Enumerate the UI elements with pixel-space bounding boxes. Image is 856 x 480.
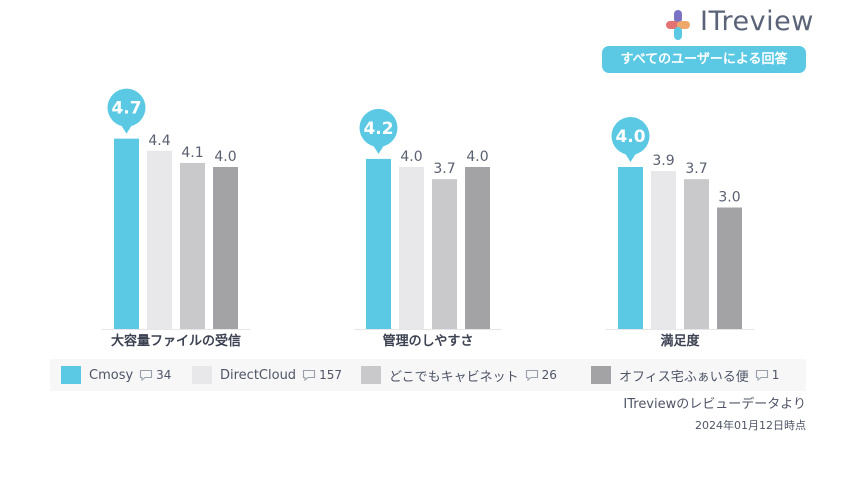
as-of-date: 2024年01月12日時点	[695, 419, 806, 432]
value-bubble-2	[611, 117, 650, 155]
bar-1-series-2	[432, 179, 457, 329]
value-bubble-1	[359, 108, 398, 147]
bar-0-cmosy	[114, 138, 139, 329]
speech-bubble-icon	[303, 369, 316, 381]
bar-2-directcloud	[651, 171, 676, 329]
value-label-1-series-3: 4.0	[466, 149, 488, 165]
review-count-value: 157	[319, 368, 342, 382]
value-label-0-directcloud: 4.4	[148, 133, 170, 149]
speech-bubble-icon	[525, 369, 538, 381]
review-count: 34	[139, 368, 171, 382]
value-label-0-series-3: 4.0	[214, 149, 236, 165]
bar-0-directcloud	[147, 150, 172, 329]
all-users-badge: すべてのユーザーによる回答	[602, 46, 806, 73]
legend-swatch	[591, 366, 611, 384]
legend-swatch	[192, 366, 212, 384]
category-label-0: 大容量ファイルの受信	[111, 333, 241, 349]
review-count-value: 26	[541, 368, 557, 382]
legend-label: どこでもキャビネット	[389, 369, 519, 385]
value-label-2-directcloud: 3.9	[652, 153, 674, 169]
review-count: 1	[755, 368, 780, 382]
rating-bar-chart: 4.7 4.4 4.1 4.0 大容量ファイルの受信 4.2 4.0 3.7 4.0 管理のしやす…	[102, 88, 754, 349]
value-label-1-directcloud: 4.0	[400, 149, 422, 165]
bar-1-directcloud	[399, 167, 424, 329]
review-count-value: 34	[156, 368, 172, 382]
bar-2-cmosy	[618, 167, 643, 329]
category-label-2: 満足度	[660, 333, 700, 349]
bar-1-series-3	[465, 167, 490, 329]
legend-item-3: オフィス宅ふぁいる便 1	[591, 366, 779, 385]
legend-item-1: DirectCloud 157	[192, 366, 342, 384]
bar-0-series-3	[213, 167, 238, 329]
review-count: 157	[302, 368, 342, 382]
value-label-2-series-3: 3.0	[718, 190, 740, 206]
value-label-1-cmosy: 4.2	[363, 119, 393, 139]
bar-2-series-3	[717, 207, 742, 329]
itreview-logo-icon	[666, 10, 690, 40]
legend-label: Cmosy	[89, 367, 134, 383]
legend-item-2: どこでもキャビネット 26	[361, 366, 557, 385]
legend-item-0: Cmosy 34	[61, 366, 171, 384]
value-label-1-series-2: 3.7	[433, 161, 455, 177]
value-label-2-cmosy: 4.0	[615, 127, 645, 147]
bar-2-series-2	[684, 179, 709, 329]
value-bubble-0	[107, 88, 146, 127]
value-label-0-cmosy: 4.7	[111, 99, 141, 119]
speech-bubble-icon	[755, 369, 768, 381]
chart-legend: Cmosy 34 DirectCloud 157 どこでもキャビネット 26 オフィス宅ふぁ…	[50, 359, 806, 391]
category-label-1: 管理のしやすさ	[383, 333, 474, 349]
speech-bubble-icon	[140, 369, 153, 381]
legend-label: DirectCloud	[220, 367, 297, 383]
bar-1-cmosy	[366, 158, 391, 329]
legend-swatch	[61, 366, 81, 384]
review-count: 26	[525, 368, 557, 382]
data-source-note: ITreviewのレビューデータより	[623, 397, 806, 412]
legend-label: オフィス宅ふぁいる便	[619, 369, 749, 385]
value-label-2-series-2: 3.7	[685, 161, 707, 177]
legend-swatch	[361, 366, 381, 384]
review-count-value: 1	[771, 368, 780, 382]
logo-text: ITreview	[700, 6, 814, 37]
value-label-0-series-2: 4.1	[181, 145, 203, 161]
bar-0-series-2	[180, 162, 205, 329]
